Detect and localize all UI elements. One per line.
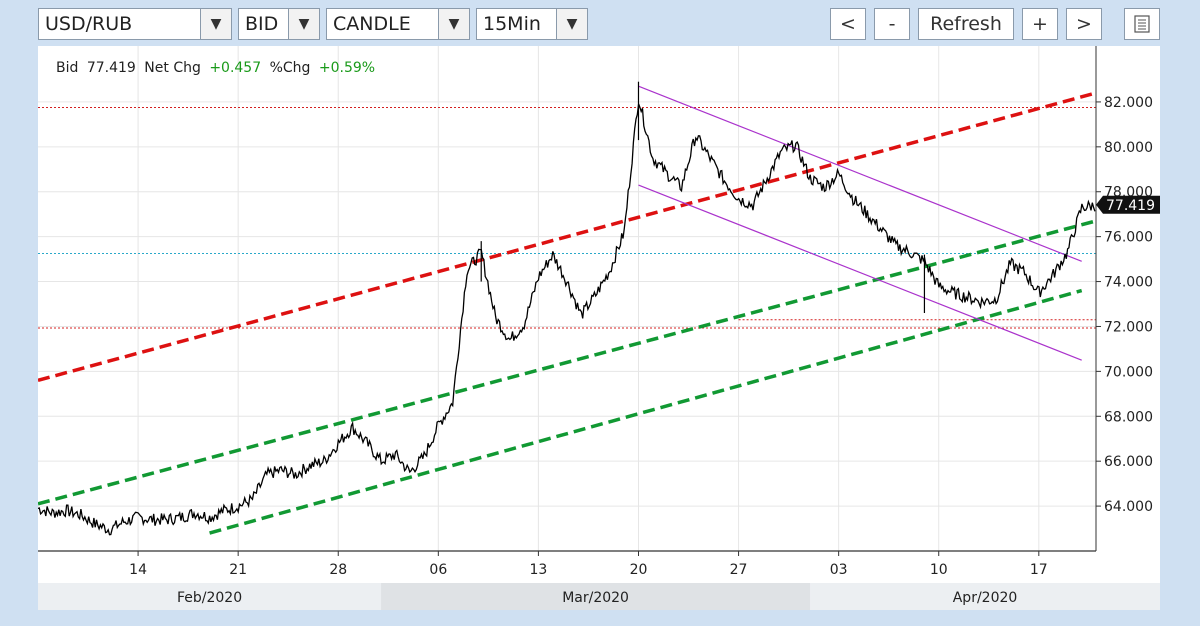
zoom-in-button[interactable]: + — [1022, 8, 1058, 40]
month-band — [38, 583, 382, 610]
symbol-value: USD/RUB — [45, 13, 133, 35]
interval-select[interactable]: 15Min ▼ — [476, 8, 588, 40]
bid-value: 77.419 — [87, 60, 136, 76]
chevron-down-icon[interactable]: ▼ — [556, 9, 587, 39]
price-type-value: BID — [245, 13, 279, 35]
y-tick-label: 74.000 — [1104, 275, 1153, 291]
chart-panel: 64.000 66.000 68.000 70.000 72.000 74.000 76.0… — [38, 46, 1160, 610]
month-label: Feb/2020 — [177, 590, 242, 606]
symbol-select[interactable]: USD/RUB ▼ — [38, 8, 232, 40]
toolbar: USD/RUB ▼ BID ▼ CANDLE ▼ 15Min ▼ < - Ref… — [0, 0, 1200, 46]
month-band — [381, 583, 811, 610]
x-tick-label: 21 — [229, 562, 247, 578]
x-tick-label: 10 — [930, 562, 948, 578]
prev-button[interactable]: < — [830, 8, 866, 40]
price-type-select[interactable]: BID ▼ — [238, 8, 320, 40]
month-band — [810, 583, 1160, 610]
pct-chg-label: %Chg — [270, 60, 311, 76]
y-tick-label: 80.000 — [1104, 140, 1153, 156]
net-chg-value: +0.457 — [209, 60, 261, 76]
x-tick-label: 20 — [630, 562, 648, 578]
trend-lines — [38, 85, 1097, 535]
month-label: Apr/2020 — [953, 590, 1018, 606]
x-tick-label: 17 — [1030, 562, 1048, 578]
x-tick-label: 13 — [529, 562, 547, 578]
y-tick-label: 66.000 — [1104, 454, 1153, 470]
x-tick-label: 27 — [730, 562, 748, 578]
y-tick-label: 76.000 — [1104, 230, 1153, 246]
chevron-down-icon[interactable]: ▼ — [438, 9, 469, 39]
chevron-down-icon[interactable]: ▼ — [200, 9, 231, 39]
x-tick-label: 14 — [129, 562, 147, 578]
price-info: Bid 77.419 Net Chg +0.457 %Chg +0.59% — [56, 60, 375, 76]
chart-style-select[interactable]: CANDLE ▼ — [326, 8, 470, 40]
price-series — [38, 81, 1096, 536]
trend-line — [638, 184, 1082, 361]
trend-line — [38, 91, 1097, 383]
trend-line — [638, 85, 1082, 262]
x-tick-label: 03 — [830, 562, 848, 578]
last-price-label: 77.419 — [1106, 198, 1155, 214]
trend-line — [209, 288, 1083, 535]
interval-value: 15Min — [483, 13, 541, 35]
y-tick-label: 68.000 — [1104, 409, 1153, 425]
month-bar: Feb/2020 Mar/2020 Apr/2020 — [38, 583, 1160, 610]
net-chg-label: Net Chg — [144, 60, 201, 76]
next-button[interactable]: > — [1066, 8, 1102, 40]
bid-label: Bid — [56, 60, 78, 76]
y-tick-label: 82.000 — [1104, 95, 1153, 111]
y-tick-label: 70.000 — [1104, 364, 1153, 380]
chart-style-value: CANDLE — [333, 13, 411, 35]
chevron-down-icon[interactable]: ▼ — [288, 9, 319, 39]
list-icon-glyph — [1134, 15, 1150, 33]
pct-chg-value: +0.59% — [319, 60, 375, 76]
last-price-box — [1096, 195, 1160, 214]
trend-line — [38, 219, 1097, 506]
zoom-out-button[interactable]: - — [874, 8, 910, 40]
x-tick-label: 28 — [329, 562, 347, 578]
price-line — [38, 103, 1096, 536]
x-tick-label: 06 — [429, 562, 447, 578]
horizontal-levels — [38, 107, 1096, 329]
y-tick-label: 64.000 — [1104, 499, 1153, 515]
month-label: Mar/2020 — [562, 590, 629, 606]
axes: 64.000 66.000 68.000 70.000 72.000 74.000 76.0… — [38, 46, 1160, 578]
refresh-button[interactable]: Refresh — [918, 8, 1014, 40]
list-icon[interactable] — [1124, 8, 1160, 40]
price-chart[interactable]: 64.000 66.000 68.000 70.000 72.000 74.000 76.0… — [38, 46, 1160, 610]
y-tick-label: 72.000 — [1104, 319, 1153, 335]
